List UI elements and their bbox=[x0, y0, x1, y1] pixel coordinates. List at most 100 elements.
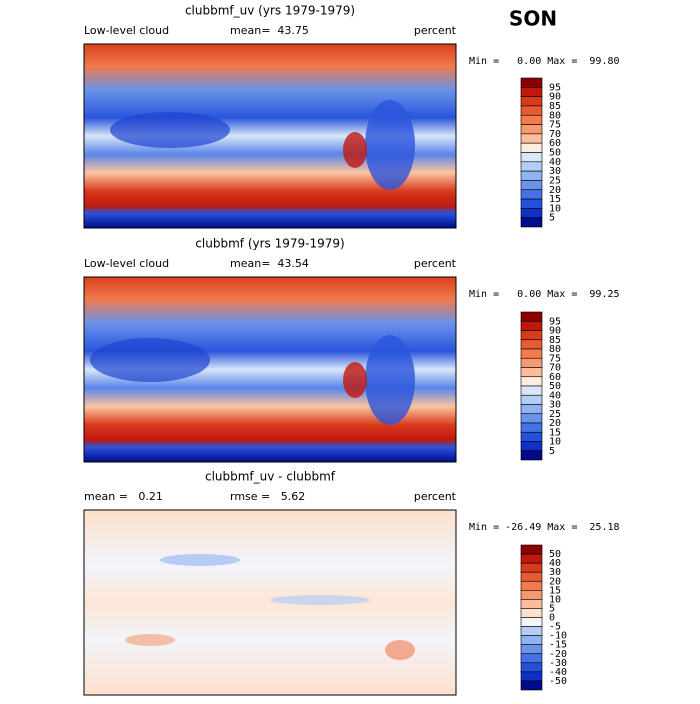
colorbar-label: 60 bbox=[549, 138, 561, 149]
colorbar-label: -30 bbox=[549, 658, 567, 669]
colorbar-label: 25 bbox=[549, 175, 561, 186]
colorbar-label: -20 bbox=[549, 649, 567, 660]
center-label: mean= 43.54 bbox=[230, 257, 309, 270]
colorbar-label: -50 bbox=[549, 676, 567, 687]
colorbar-box bbox=[520, 376, 543, 387]
colorbar-label: 10 bbox=[549, 594, 561, 605]
colorbar-label: 15 bbox=[549, 585, 561, 596]
colorbar-label: 40 bbox=[549, 390, 561, 401]
colorbar-label: 5 bbox=[549, 446, 555, 457]
colorbar-label: 30 bbox=[549, 400, 561, 411]
map-2 bbox=[83, 276, 457, 463]
colorbar-label: 70 bbox=[549, 129, 561, 140]
panel-title: clubbmf (yrs 1979-1979) bbox=[195, 237, 344, 251]
season-title: SON bbox=[509, 7, 557, 31]
colorbar-box bbox=[520, 96, 543, 107]
colorbar-box bbox=[520, 124, 543, 135]
colorbar-label: 60 bbox=[549, 372, 561, 383]
colorbar-label: 20 bbox=[549, 576, 561, 587]
colorbar-box bbox=[520, 217, 543, 228]
colorbar-box bbox=[520, 413, 543, 424]
colorbar-box bbox=[520, 114, 543, 125]
colorbar-box bbox=[520, 77, 543, 88]
min-max: Min = 0.00 Max = 99.80 bbox=[469, 56, 620, 67]
colorbar-label: 50 bbox=[549, 549, 561, 560]
colorbar-box bbox=[520, 152, 543, 163]
colorbar-label: 5 bbox=[549, 213, 555, 224]
colorbar-box bbox=[520, 617, 543, 627]
colorbar-label: 95 bbox=[549, 316, 561, 327]
left-label: Low-level cloud bbox=[84, 24, 169, 37]
colorbar-label: 90 bbox=[549, 92, 561, 103]
colorbar-box bbox=[520, 142, 543, 153]
colorbar-box bbox=[520, 339, 543, 350]
colorbar-box bbox=[520, 357, 543, 368]
colorbar-box bbox=[520, 571, 543, 582]
colorbar-label: 20 bbox=[549, 418, 561, 429]
colorbar-label: 10 bbox=[549, 203, 561, 214]
units-label: percent bbox=[414, 24, 457, 37]
colorbar-label: 50 bbox=[549, 381, 561, 392]
colorbar-box bbox=[520, 599, 543, 609]
colorbar-box bbox=[520, 653, 543, 664]
colorbar-label: 80 bbox=[549, 110, 561, 121]
colorbar-label: -10 bbox=[549, 631, 567, 642]
colorbar-label: 15 bbox=[549, 194, 561, 205]
colorbar-label: 85 bbox=[549, 101, 561, 112]
colorbar-box bbox=[520, 189, 543, 200]
colorbar-box bbox=[520, 87, 543, 97]
colorbar-box bbox=[520, 544, 543, 555]
min-max: Min = 0.00 Max = 99.25 bbox=[469, 289, 620, 300]
colorbar-box bbox=[520, 635, 543, 645]
colorbar-box bbox=[520, 311, 543, 322]
colorbar-box bbox=[520, 431, 543, 442]
units-label: percent bbox=[414, 490, 457, 503]
colorbar-box bbox=[520, 553, 543, 564]
colorbar-label: 50 bbox=[549, 148, 561, 159]
colorbar-box bbox=[520, 580, 543, 591]
colorbar-label: 25 bbox=[549, 409, 561, 420]
units-label: percent bbox=[414, 257, 457, 270]
colorbar-box bbox=[520, 671, 543, 682]
min-max: Min = -26.49 Max = 25.18 bbox=[469, 522, 620, 533]
center-label: rmse = 5.62 bbox=[230, 490, 305, 503]
panel-title: clubbmf_uv (yrs 1979-1979) bbox=[185, 4, 355, 18]
colorbar-box bbox=[520, 330, 543, 341]
panel-title: clubbmf_uv - clubbmf bbox=[205, 470, 336, 484]
colorbar-box bbox=[520, 198, 543, 209]
colorbar-box bbox=[520, 404, 543, 415]
colorbar-box bbox=[520, 680, 543, 691]
map-1 bbox=[83, 43, 457, 229]
colorbar-label: 40 bbox=[549, 558, 561, 569]
colorbar-label: -40 bbox=[549, 667, 567, 678]
colorbar-box bbox=[520, 662, 543, 673]
colorbar-box bbox=[520, 394, 543, 405]
colorbar-label: 5 bbox=[549, 603, 555, 614]
colorbar-box bbox=[520, 450, 543, 461]
colorbar-box bbox=[520, 105, 543, 116]
colorbar-box bbox=[520, 385, 543, 396]
colorbar-box bbox=[520, 644, 543, 655]
colorbar-label: 20 bbox=[549, 185, 561, 196]
colorbar-box bbox=[520, 422, 543, 433]
colorbar-box bbox=[520, 626, 543, 636]
colorbar-label: 85 bbox=[549, 335, 561, 346]
left-label: mean = 0.21 bbox=[84, 490, 163, 503]
colorbar-box bbox=[520, 208, 543, 218]
map-3 bbox=[83, 509, 457, 696]
center-label: mean= 43.75 bbox=[230, 24, 309, 37]
colorbar-label: 0 bbox=[549, 613, 555, 624]
colorbar-box bbox=[520, 348, 543, 359]
colorbar-box bbox=[520, 608, 543, 618]
colorbar-box bbox=[520, 320, 543, 331]
colorbar-box bbox=[520, 441, 543, 452]
colorbar-label: 70 bbox=[549, 363, 561, 374]
colorbar-label: 10 bbox=[549, 437, 561, 448]
colorbar-label: 30 bbox=[549, 166, 561, 177]
colorbar-box bbox=[520, 170, 543, 181]
colorbar-label: 30 bbox=[549, 567, 561, 578]
colorbar-label: 75 bbox=[549, 120, 561, 131]
colorbar-label: 95 bbox=[549, 82, 561, 93]
colorbar-label: 75 bbox=[549, 353, 561, 364]
